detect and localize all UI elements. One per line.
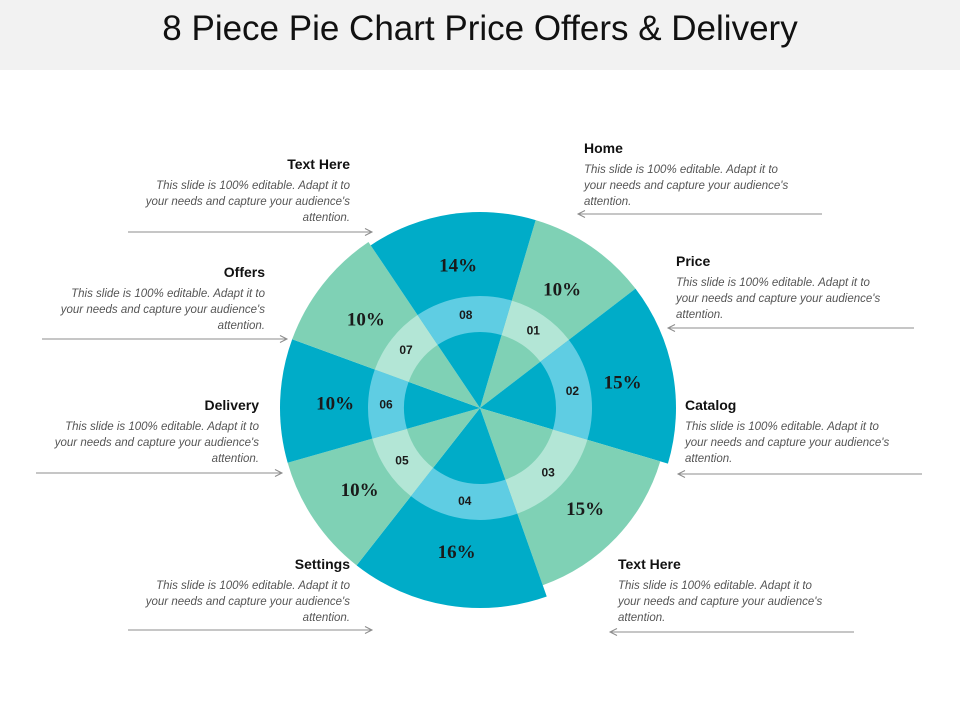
value-label-04: 16%: [438, 542, 476, 563]
callout-title: Settings: [294, 556, 350, 572]
callout-text: This slide is 100% editable. Adapt it to…: [618, 580, 823, 624]
segment-id-07: 07: [399, 343, 413, 357]
arrow-price: [666, 324, 914, 332]
callout-price: Price This slide is 100% editable. Adapt…: [676, 253, 891, 323]
callout-title: Price: [676, 253, 711, 269]
callout-title: Text Here: [618, 556, 681, 572]
callout-text-here-left: Text Here This slide is 100% editable. A…: [135, 156, 350, 226]
pie-slice-03: [480, 408, 661, 586]
segment-id-04: 04: [458, 494, 472, 508]
pie-slice-05: [287, 408, 480, 566]
arrow-home: [576, 210, 822, 218]
segment-id-03: 03: [542, 466, 556, 480]
callout-offers: Offers This slide is 100% editable. Adap…: [50, 264, 265, 334]
segment-id-08: 08: [459, 308, 473, 322]
callout-title: Offers: [223, 264, 265, 280]
ring-segment-03: [505, 429, 588, 514]
callout-text: This slide is 100% editable. Adapt it to…: [145, 580, 350, 624]
ring-segment-05: [372, 428, 434, 497]
ring-segment-07: [374, 315, 438, 382]
callout-delivery: Delivery This slide is 100% editable. Ad…: [44, 397, 259, 467]
segment-id-05: 05: [395, 453, 409, 467]
arrow-catalog: [676, 470, 922, 478]
segment-id-02: 02: [566, 384, 580, 398]
arrow-offers: [42, 335, 289, 343]
title-bar: 8 Piece Pie Chart Price Offers & Deliver…: [0, 0, 960, 70]
callout-title: Home: [584, 140, 623, 156]
callout-settings: Settings This slide is 100% editable. Ad…: [135, 556, 350, 626]
callout-catalog: Catalog This slide is 100% editable. Ada…: [685, 397, 900, 467]
callout-title: Delivery: [204, 397, 259, 413]
callout-title: Text Here: [287, 156, 350, 172]
pie-slice-01: [480, 220, 636, 408]
value-label-08: 14%: [439, 256, 477, 277]
value-label-03: 15%: [566, 499, 604, 520]
callout-text: This slide is 100% editable. Adapt it to…: [60, 288, 265, 332]
ring-segment-08: [417, 295, 512, 345]
ring-segment-04: [410, 467, 518, 520]
segment-id-01: 01: [527, 324, 541, 338]
ring-segment-01: [501, 300, 569, 362]
arrow-settings: [128, 626, 374, 634]
callout-text: This slide is 100% editable. Adapt it to…: [676, 277, 881, 321]
callout-title: Catalog: [685, 397, 737, 413]
arrow-text-here-right: [608, 628, 854, 636]
segment-id-06: 06: [379, 398, 393, 412]
callout-text-here-right: Text Here This slide is 100% editable. A…: [618, 556, 833, 626]
value-label-05: 10%: [341, 480, 379, 501]
ring-segment-06: [368, 369, 409, 439]
ring-segment-02: [540, 339, 592, 440]
arrow-text-here-left: [128, 228, 374, 236]
value-label-07: 10%: [347, 310, 385, 331]
value-label-06: 10%: [316, 394, 354, 415]
arrow-delivery: [36, 469, 284, 477]
value-label-02: 15%: [604, 373, 642, 394]
callout-home: Home This slide is 100% editable. Adapt …: [584, 140, 799, 210]
pie-slice-07: [292, 241, 480, 408]
value-label-01: 10%: [543, 280, 581, 301]
slide-title: 8 Piece Pie Chart Price Offers & Deliver…: [162, 9, 798, 48]
callout-text: This slide is 100% editable. Adapt it to…: [584, 164, 789, 208]
callout-text: This slide is 100% editable. Adapt it to…: [685, 421, 890, 465]
callout-text: This slide is 100% editable. Adapt it to…: [54, 421, 259, 465]
callout-text: This slide is 100% editable. Adapt it to…: [145, 180, 350, 224]
